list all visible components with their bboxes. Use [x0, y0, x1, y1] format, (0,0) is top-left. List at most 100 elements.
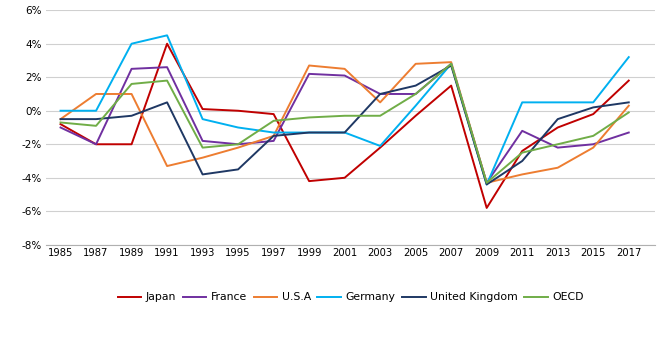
Germany — [412, 104, 420, 108]
France — [234, 142, 242, 146]
United Kingdom — [56, 117, 64, 121]
Germany — [305, 131, 313, 135]
Germany — [589, 100, 597, 104]
France — [305, 72, 313, 76]
France — [553, 146, 561, 150]
United Kingdom — [234, 167, 242, 171]
U.S.A — [199, 156, 207, 160]
OECD — [341, 114, 349, 118]
Germany — [448, 62, 455, 66]
Line: United Kingdom: United Kingdom — [60, 66, 629, 185]
United Kingdom — [269, 134, 277, 138]
United Kingdom — [128, 114, 136, 118]
France — [199, 139, 207, 143]
U.S.A — [448, 60, 455, 64]
Germany — [625, 55, 633, 59]
U.S.A — [269, 134, 277, 138]
U.S.A — [128, 92, 136, 96]
OECD — [553, 142, 561, 146]
Germany — [56, 109, 64, 113]
United Kingdom — [625, 100, 633, 104]
U.S.A — [483, 181, 491, 185]
Japan — [199, 107, 207, 111]
U.S.A — [376, 100, 384, 104]
United Kingdom — [199, 172, 207, 176]
U.S.A — [92, 92, 100, 96]
Germany — [518, 100, 526, 104]
Japan — [92, 142, 100, 146]
United Kingdom — [553, 117, 561, 121]
OECD — [448, 62, 455, 66]
Germany — [163, 33, 171, 37]
United Kingdom — [448, 64, 455, 68]
Line: OECD: OECD — [60, 64, 629, 183]
U.S.A — [305, 64, 313, 68]
OECD — [625, 110, 633, 115]
U.S.A — [412, 62, 420, 66]
France — [376, 92, 384, 96]
U.S.A — [234, 146, 242, 150]
Japan — [412, 114, 420, 118]
Germany — [234, 125, 242, 130]
U.S.A — [56, 117, 64, 121]
Germany — [376, 144, 384, 148]
United Kingdom — [376, 92, 384, 96]
OECD — [163, 79, 171, 83]
United Kingdom — [589, 105, 597, 109]
Japan — [234, 109, 242, 113]
Line: Japan: Japan — [60, 44, 629, 208]
U.S.A — [341, 67, 349, 71]
Japan — [448, 84, 455, 88]
Germany — [92, 109, 100, 113]
Japan — [483, 206, 491, 210]
France — [92, 142, 100, 146]
Line: Germany: Germany — [60, 35, 629, 185]
Japan — [518, 149, 526, 153]
Japan — [553, 125, 561, 130]
Line: U.S.A: U.S.A — [60, 62, 629, 183]
Japan — [589, 112, 597, 116]
U.S.A — [518, 172, 526, 176]
Legend: Japan, France, U.S.A, Germany, United Kingdom, OECD: Japan, France, U.S.A, Germany, United Ki… — [118, 292, 584, 303]
OECD — [199, 146, 207, 150]
France — [163, 65, 171, 69]
France — [412, 92, 420, 96]
France — [589, 142, 597, 146]
United Kingdom — [92, 117, 100, 121]
France — [448, 62, 455, 66]
OECD — [92, 124, 100, 128]
France — [483, 181, 491, 185]
Japan — [625, 79, 633, 83]
France — [341, 73, 349, 78]
U.S.A — [553, 166, 561, 170]
OECD — [376, 114, 384, 118]
U.S.A — [163, 164, 171, 168]
Germany — [341, 131, 349, 135]
OECD — [269, 119, 277, 123]
U.S.A — [625, 104, 633, 108]
France — [56, 125, 64, 130]
Germany — [553, 100, 561, 104]
Japan — [376, 146, 384, 150]
France — [128, 67, 136, 71]
United Kingdom — [483, 183, 491, 187]
Germany — [269, 131, 277, 135]
U.S.A — [589, 146, 597, 150]
OECD — [234, 142, 242, 146]
Germany — [199, 117, 207, 121]
OECD — [589, 134, 597, 138]
OECD — [483, 181, 491, 185]
Japan — [163, 42, 171, 46]
France — [518, 129, 526, 133]
Japan — [56, 122, 64, 126]
Germany — [483, 183, 491, 187]
United Kingdom — [163, 100, 171, 104]
France — [269, 139, 277, 143]
Germany — [128, 42, 136, 46]
OECD — [518, 151, 526, 155]
United Kingdom — [412, 84, 420, 88]
OECD — [412, 92, 420, 96]
Line: France: France — [60, 64, 629, 183]
OECD — [56, 120, 64, 124]
Japan — [341, 176, 349, 180]
